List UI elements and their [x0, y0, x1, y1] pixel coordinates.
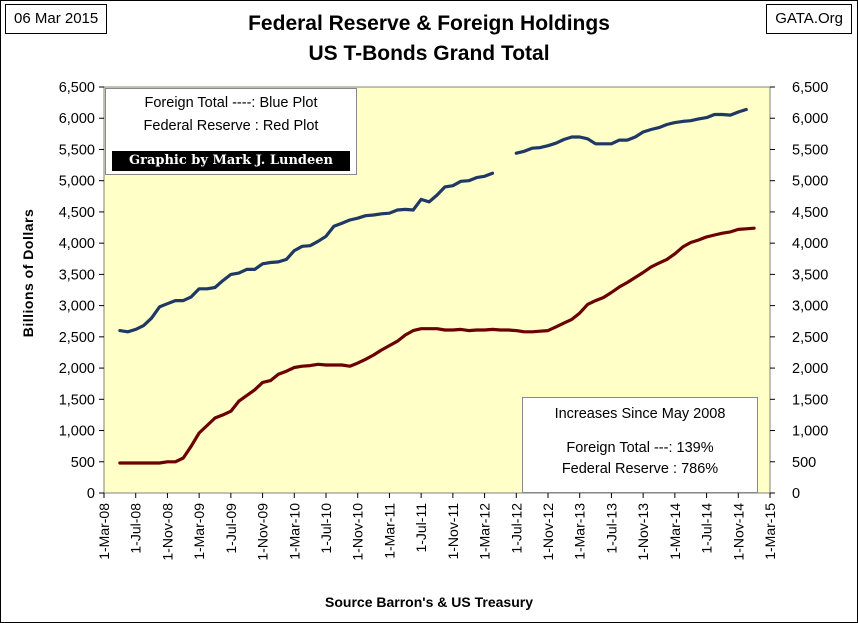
x-tick-label: 1-Mar-12: [477, 503, 493, 560]
y-tick-label-left: 5,000: [59, 174, 95, 190]
y-tick-label-right: 0: [792, 486, 800, 502]
x-tick-label: 1-Jul-13: [603, 503, 619, 554]
x-tick-label: 1-Nov-11: [445, 503, 461, 560]
x-tick-label: 1-Nov-08: [159, 503, 175, 561]
source-tag: GATA.Org: [766, 4, 852, 34]
x-tick-label: 1-Jul-11: [413, 503, 429, 553]
y-tick-label-right: 6,000: [792, 111, 828, 127]
y-tick-label-left: 1,500: [59, 392, 95, 408]
x-tick-label: 1-Mar-15: [762, 503, 778, 560]
y-tick-label-left: 6,500: [59, 80, 95, 96]
y-tick-label-left: 0: [87, 486, 95, 502]
x-tick-label: 1-Nov-10: [350, 503, 366, 561]
x-tick-label: 1-Mar-09: [191, 503, 207, 560]
y-tick-label-right: 4,500: [792, 205, 828, 221]
y-tick-label-left: 3,500: [59, 267, 95, 283]
x-tick-label: 1-Mar-13: [572, 503, 588, 560]
x-tick-label: 1-Mar-08: [96, 503, 112, 560]
y-tick-label-left: 500: [71, 455, 95, 471]
y-tick-label-right: 1,000: [792, 424, 828, 440]
legend-foreign: Foreign Total ----: Blue Plot: [144, 95, 318, 111]
increase-title: Increases Since May 2008: [554, 406, 726, 422]
x-tick-label: 1-Nov-12: [540, 503, 556, 561]
credit-banner: Graphic by Mark J. Lundeen: [112, 151, 350, 171]
y-tick-label-left: 2,000: [59, 361, 95, 377]
x-tick-label: 1-Jul-12: [508, 503, 524, 554]
y-tick-label-right: 2,500: [792, 330, 828, 346]
y-tick-label-right: 1,500: [792, 392, 828, 408]
y-tick-label-right: 5,500: [792, 142, 828, 158]
foreign-total-line: [118, 171, 495, 334]
x-tick-label: 1-Mar-10: [286, 503, 302, 560]
chart-title-line1: Federal Reserve & Foreign Holdings: [248, 12, 610, 35]
x-tick-label: 1-Jul-08: [128, 503, 144, 554]
x-tick-label: 1-Jul-14: [699, 503, 715, 554]
y-tick-label-left: 3,000: [59, 299, 95, 315]
y-tick-label-right: 500: [792, 455, 816, 471]
y-tick-label-left: 5,500: [59, 142, 95, 158]
x-tick-label: 1-Mar-14: [667, 503, 683, 560]
y-tick-label-right: 3,000: [792, 299, 828, 315]
increase-fed: Federal Reserve : 786%: [561, 461, 719, 477]
legend-box: Foreign Total ----: Blue Plot Federal Re…: [105, 88, 357, 175]
x-tick-label: 1-Mar-11: [381, 503, 397, 559]
x-tick-label: 1-Jul-09: [223, 503, 239, 554]
chart-title-line2: US T-Bonds Grand Total: [308, 42, 550, 65]
y-tick-label-right: 2,000: [792, 361, 828, 377]
y-tick-label-left: 4,000: [59, 236, 95, 252]
increase-foreign: Foreign Total ---: 139%: [566, 440, 714, 456]
y-tick-label-left: 2,500: [59, 330, 95, 346]
x-axis-label: Source Barron's & US Treasury: [325, 594, 533, 610]
y-tick-label-right: 4,000: [792, 236, 828, 252]
y-tick-label-left: 1,000: [59, 424, 95, 440]
y-tick-label-right: 5,000: [792, 174, 828, 190]
y-tick-label-left: 4,500: [59, 205, 95, 221]
federal-reserve-line: [118, 226, 756, 465]
date-label: 06 Mar 2015: [5, 4, 108, 34]
y-tick-label-left: 6,000: [59, 111, 95, 127]
y-tick-label-right: 3,500: [792, 267, 828, 283]
x-tick-label: 1-Jul-10: [318, 503, 334, 554]
foreign-total-line: [514, 107, 748, 155]
x-tick-label: 1-Nov-14: [730, 503, 746, 561]
x-tick-label: 1-Nov-13: [635, 503, 651, 561]
legend-fed: Federal Reserve : Red Plot: [143, 118, 319, 134]
y-tick-label-right: 6,500: [792, 80, 828, 96]
x-tick-label: 1-Nov-09: [255, 503, 271, 561]
increase-summary-box: Increases Since May 2008 Foreign Total -…: [522, 397, 758, 493]
